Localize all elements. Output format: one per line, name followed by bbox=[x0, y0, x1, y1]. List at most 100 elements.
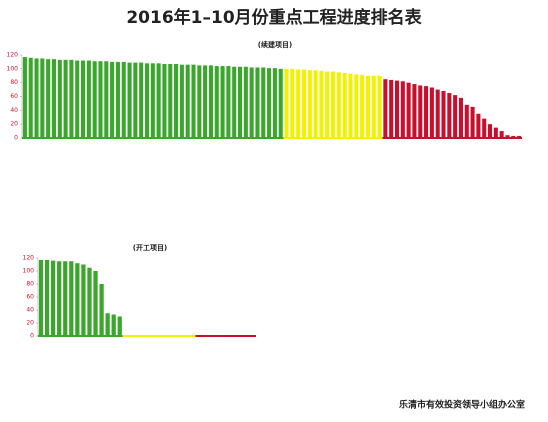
bar bbox=[348, 73, 353, 138]
bar bbox=[336, 72, 341, 138]
bar bbox=[57, 59, 62, 138]
chart-subtitle: (开工项目) bbox=[133, 243, 167, 252]
bar bbox=[46, 59, 51, 138]
y-tick-label: 120 bbox=[23, 255, 35, 262]
bar bbox=[98, 61, 103, 138]
bar bbox=[301, 69, 307, 138]
bar bbox=[191, 64, 196, 138]
bar bbox=[307, 70, 312, 138]
bar bbox=[179, 64, 184, 138]
bar bbox=[354, 74, 359, 138]
bar bbox=[51, 59, 57, 138]
bar bbox=[325, 71, 330, 138]
y-tick-label: 100 bbox=[23, 268, 35, 275]
bar bbox=[499, 131, 504, 138]
bar bbox=[487, 124, 493, 138]
bar bbox=[28, 57, 33, 139]
bar bbox=[493, 127, 498, 138]
bar bbox=[22, 57, 27, 139]
bar bbox=[105, 313, 110, 336]
bar bbox=[150, 63, 155, 138]
bar bbox=[69, 59, 74, 138]
bar bbox=[144, 63, 150, 138]
bar bbox=[214, 66, 219, 138]
bar bbox=[220, 66, 225, 138]
bar bbox=[44, 259, 50, 336]
chart-subtitle: (续建项目) bbox=[258, 40, 292, 49]
bar bbox=[69, 261, 74, 336]
bar bbox=[331, 71, 336, 138]
bar bbox=[435, 89, 440, 138]
bar bbox=[255, 67, 260, 138]
bar bbox=[447, 93, 452, 138]
bar bbox=[34, 58, 39, 139]
bar bbox=[383, 79, 388, 138]
bar bbox=[38, 259, 44, 336]
bar bbox=[121, 61, 126, 138]
bar bbox=[313, 70, 318, 138]
y-tick-label: 20 bbox=[10, 121, 18, 128]
bar bbox=[117, 316, 122, 336]
bar bbox=[203, 65, 208, 138]
bar bbox=[505, 135, 510, 138]
bar bbox=[51, 260, 56, 336]
bar bbox=[476, 113, 481, 138]
bar bbox=[458, 97, 463, 138]
bar bbox=[400, 81, 405, 138]
bar bbox=[243, 66, 248, 138]
bar bbox=[429, 87, 434, 138]
bar bbox=[261, 67, 266, 138]
bar bbox=[453, 95, 458, 138]
bar bbox=[365, 75, 370, 138]
bar bbox=[75, 60, 80, 138]
bar bbox=[284, 68, 289, 138]
bar bbox=[156, 63, 161, 138]
bar bbox=[110, 61, 115, 138]
bar bbox=[394, 80, 400, 138]
y-tick-label: 0 bbox=[30, 333, 34, 340]
bar bbox=[418, 85, 423, 138]
footer: 乐清市有效投资领导小组办公室 bbox=[399, 399, 525, 411]
bar bbox=[93, 271, 98, 336]
y-tick-label: 80 bbox=[10, 79, 18, 86]
y-tick-label: 120 bbox=[7, 52, 19, 59]
bar bbox=[464, 104, 469, 138]
bar bbox=[92, 61, 97, 138]
bar bbox=[81, 60, 86, 138]
bar bbox=[75, 263, 80, 336]
bar bbox=[517, 135, 522, 138]
bar bbox=[57, 261, 62, 336]
bar bbox=[441, 90, 446, 138]
bar bbox=[111, 314, 116, 336]
bar bbox=[371, 75, 376, 138]
bar bbox=[127, 62, 132, 138]
bar bbox=[267, 68, 272, 138]
y-tick-label: 40 bbox=[26, 307, 34, 314]
bar bbox=[139, 62, 144, 138]
bar bbox=[272, 68, 277, 138]
bar bbox=[226, 66, 231, 138]
bar bbox=[174, 63, 179, 138]
bar bbox=[511, 135, 516, 138]
bar bbox=[232, 66, 237, 138]
bar bbox=[162, 63, 167, 138]
bar bbox=[81, 264, 86, 336]
bar bbox=[249, 67, 254, 138]
bar bbox=[208, 65, 213, 138]
bar bbox=[360, 75, 365, 138]
bar bbox=[115, 61, 120, 138]
bar bbox=[87, 267, 92, 336]
bar bbox=[99, 284, 104, 336]
bar bbox=[406, 82, 411, 138]
y-tick-label: 0 bbox=[14, 135, 18, 142]
y-tick-label: 40 bbox=[10, 107, 18, 114]
y-tick-label: 60 bbox=[10, 93, 18, 100]
bar bbox=[40, 58, 45, 139]
y-tick-label: 20 bbox=[26, 320, 34, 327]
y-tick-label: 60 bbox=[26, 294, 34, 301]
bar bbox=[278, 68, 283, 138]
bar bbox=[296, 69, 301, 138]
bar bbox=[168, 63, 173, 138]
bar bbox=[319, 70, 324, 138]
